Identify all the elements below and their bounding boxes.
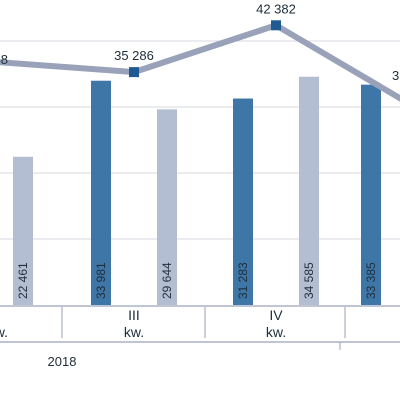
line-value-label: 35 286 (114, 48, 154, 63)
line-marker (271, 20, 281, 31)
bar (361, 84, 381, 305)
category-label: III (128, 307, 140, 323)
bar-value-label: 22 461 (16, 262, 30, 299)
bar-value-label: 33 981 (94, 262, 108, 299)
year-label: 2018 (48, 354, 77, 369)
bars: 33 981 31 283 33 385 22 461 29 644 34 585 (13, 76, 381, 306)
line-marker (129, 67, 139, 78)
line-path (0, 22, 400, 102)
bar (157, 109, 177, 305)
bar-value-label: 33 385 (364, 262, 378, 299)
bar (299, 76, 319, 305)
category-sublabel: kw. (124, 324, 144, 340)
gridlines (0, 40, 400, 240)
line-value-label: 42 382 (256, 1, 296, 16)
bar-value-label: 31 283 (236, 262, 250, 299)
category-sublabel: kw. (266, 324, 286, 340)
line-value-label: 3 (392, 68, 399, 83)
bar-value-label: 34 585 (302, 262, 316, 299)
total-line: 38 35 286 42 382 3 (0, 1, 400, 102)
bar (13, 156, 33, 305)
bar (233, 98, 253, 306)
category-sublabel: kw. (0, 324, 8, 340)
bar (91, 80, 111, 305)
category-label: IV (269, 307, 283, 323)
bar-value-label: 29 644 (160, 262, 174, 299)
line-value-label: 38 (0, 52, 8, 67)
